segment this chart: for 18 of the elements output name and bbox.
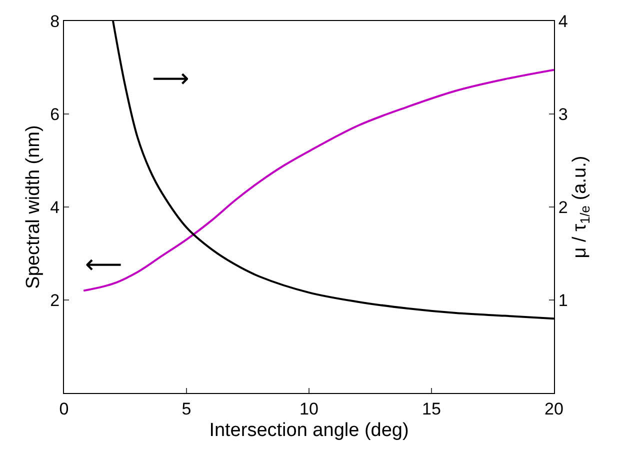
- y-tick-label: 4: [50, 198, 60, 217]
- x-tick-label: 0: [59, 399, 69, 418]
- line-series: [82, 68, 554, 292]
- x-tick-label: 5: [182, 399, 192, 418]
- y2-tick-label: 4: [558, 12, 568, 31]
- x-tick-label: 20: [544, 399, 564, 418]
- y2-tick-label: 2: [558, 198, 568, 217]
- x-tick-label: 10: [300, 399, 318, 418]
- y-tick-label: 8: [50, 12, 60, 31]
- y-axis-title: Spectral width (nm): [22, 125, 44, 289]
- y-tick-label: 2: [50, 290, 60, 310]
- y-tick-label: 6: [50, 104, 60, 124]
- y2-tick-label: 1: [558, 290, 568, 310]
- x-axis-title: Intersection angle (deg): [209, 420, 409, 442]
- annotation: ⟶: [152, 64, 190, 94]
- y2-tick-label: 3: [558, 104, 568, 124]
- annotation: ⟵: [85, 250, 122, 280]
- x-tick-label: 15: [422, 399, 441, 418]
